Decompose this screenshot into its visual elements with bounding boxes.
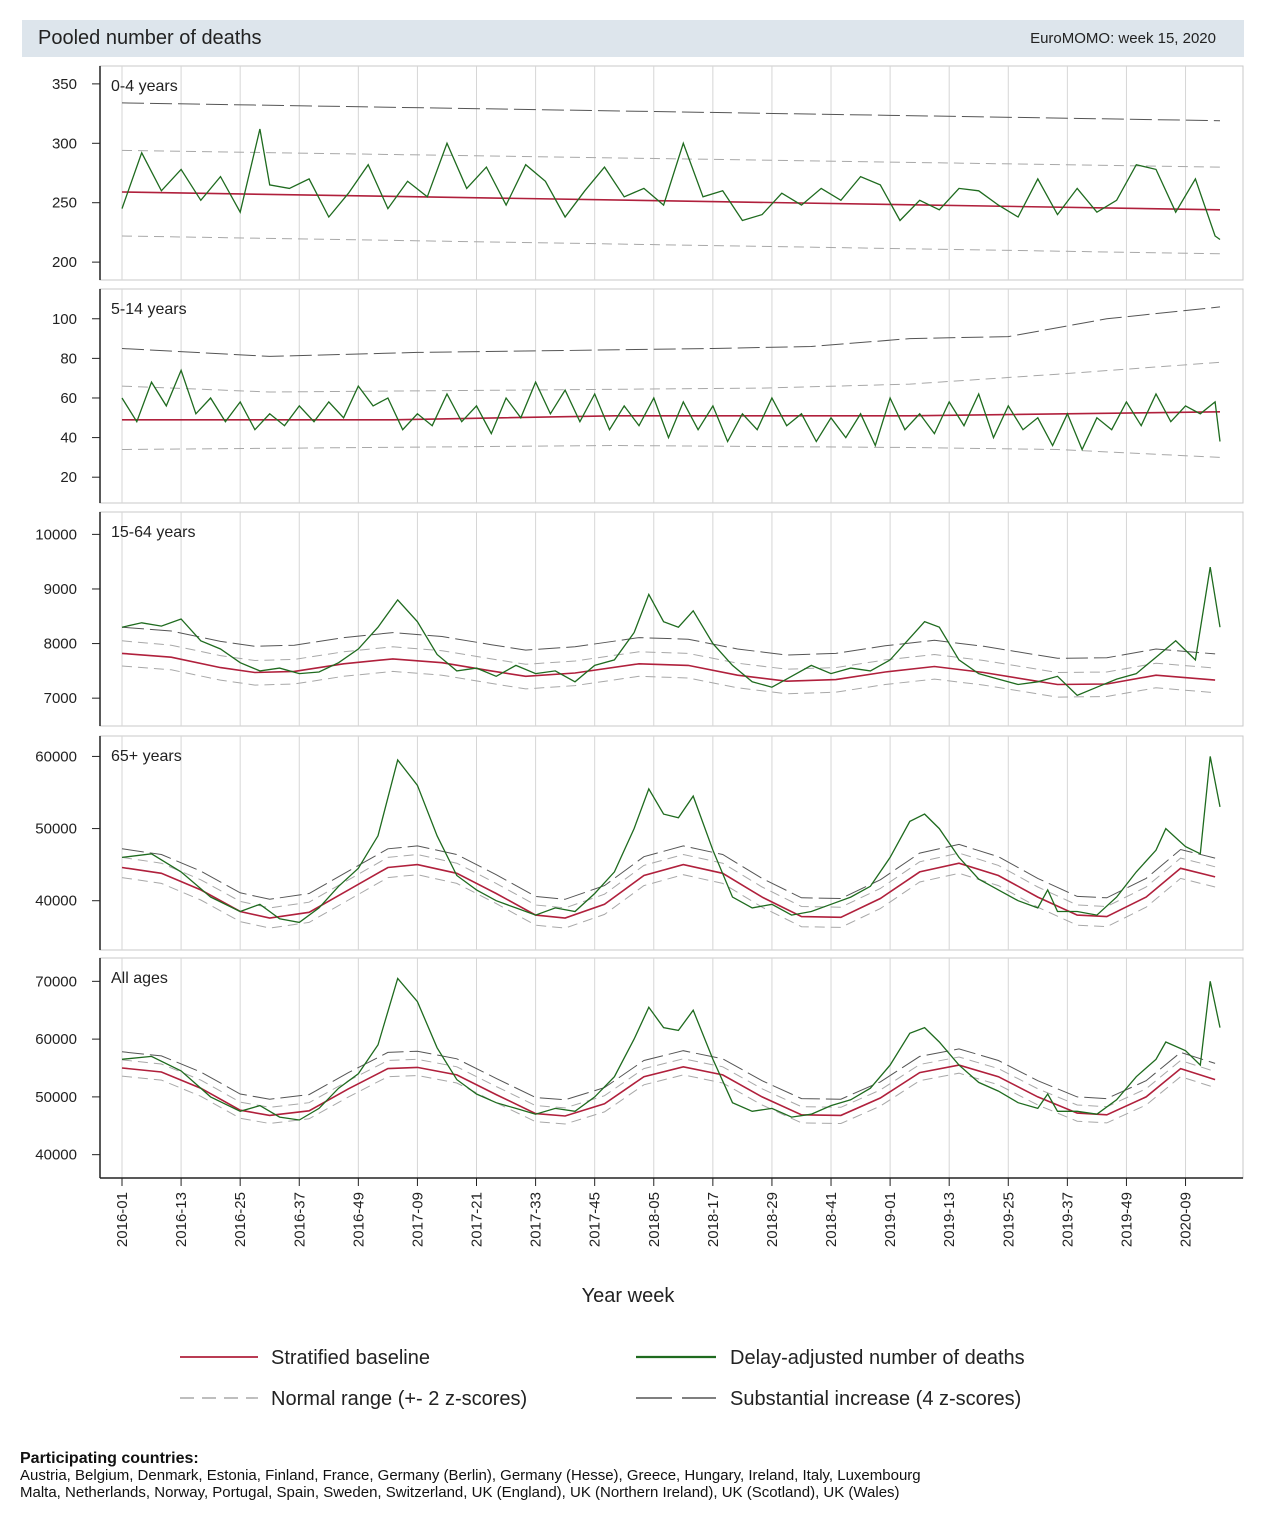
deaths-line bbox=[121, 566, 1221, 697]
normal-lower-line bbox=[121, 1072, 1216, 1125]
substantial-line bbox=[121, 626, 1216, 659]
panel-3: 7000 8000 9000 10000 15-64 years bbox=[35, 511, 1244, 727]
x-tick-label: 2018-17 bbox=[705, 1192, 722, 1247]
y-tick-label: 20 bbox=[60, 469, 77, 486]
panel-label: 65+ years bbox=[111, 748, 182, 765]
y-tick-label: 350 bbox=[52, 76, 77, 93]
chart-title: Pooled number of deaths bbox=[38, 27, 262, 49]
panel-frame bbox=[99, 65, 1244, 281]
x-tick-label: 2016-49 bbox=[350, 1192, 367, 1247]
panel-label: 0-4 years bbox=[111, 78, 178, 95]
deaths-line bbox=[121, 756, 1221, 924]
y-tick-label: 40 bbox=[60, 430, 77, 447]
y-tick-label: 40000 bbox=[35, 893, 77, 910]
panel-label: 5-14 years bbox=[111, 301, 187, 318]
source-label: EuroMOMO: week 15, 2020 bbox=[1030, 30, 1216, 47]
y-tick-label: 300 bbox=[52, 135, 77, 152]
x-tick-label: 2017-45 bbox=[587, 1192, 604, 1247]
x-tick-label: 2019-25 bbox=[1000, 1192, 1017, 1247]
panel-5: 40000 50000 60000 70000 All ages bbox=[35, 957, 1244, 1179]
normal-upper-line bbox=[121, 640, 1216, 674]
y-tick-label: 50000 bbox=[35, 821, 77, 838]
y-tick-label: 250 bbox=[52, 195, 77, 212]
panel-label: All ages bbox=[111, 970, 168, 987]
panel-frame bbox=[99, 288, 1244, 504]
x-tick-label: 2016-25 bbox=[232, 1192, 249, 1247]
baseline-line bbox=[121, 652, 1216, 686]
panel-1: 200 250 300 350 0-4 years bbox=[52, 65, 1244, 281]
legend: Stratified baseline Delay-adjusted number… bbox=[180, 1347, 1025, 1410]
x-tick-label: 2017-33 bbox=[528, 1192, 545, 1247]
panel-frame bbox=[99, 957, 1244, 1179]
panel-label: 15-64 years bbox=[111, 524, 196, 541]
x-tick-label: 2019-49 bbox=[1118, 1192, 1135, 1247]
x-tick-label: 2018-05 bbox=[646, 1192, 663, 1247]
normal-upper-line bbox=[121, 149, 1221, 168]
baseline-line bbox=[121, 862, 1216, 919]
normal-upper-line bbox=[121, 361, 1221, 393]
chart-header: Pooled number of deaths EuroMOMO: week 1… bbox=[22, 20, 1244, 57]
y-tick-label: 100 bbox=[52, 311, 77, 328]
x-tick-label: 2016-01 bbox=[114, 1192, 131, 1247]
substantial-line bbox=[121, 102, 1221, 122]
y-tick-label: 60000 bbox=[35, 1031, 77, 1048]
deaths-line bbox=[121, 368, 1221, 452]
x-tick-label: 2019-37 bbox=[1059, 1192, 1076, 1247]
normal-lower-line bbox=[121, 235, 1221, 255]
baseline-line bbox=[121, 191, 1221, 211]
y-tick-label: 60 bbox=[60, 390, 77, 407]
y-tick-label: 10000 bbox=[35, 526, 77, 543]
y-tick-label: 9000 bbox=[44, 581, 77, 598]
deaths-line bbox=[121, 977, 1221, 1121]
normal-lower-line bbox=[121, 665, 1216, 698]
legend-normal-label: Normal range (+- 2 z-scores) bbox=[271, 1388, 527, 1410]
deaths-line bbox=[121, 128, 1221, 241]
countries-line-2: Malta, Netherlands, Norway, Portugal, Sp… bbox=[20, 1484, 900, 1501]
y-tick-label: 8000 bbox=[44, 636, 77, 653]
participating-countries: Participating countries: Austria, Belgiu… bbox=[20, 1450, 1250, 1501]
panel-frame bbox=[99, 511, 1244, 727]
y-tick-label: 40000 bbox=[35, 1147, 77, 1164]
normal-lower-line bbox=[121, 444, 1221, 458]
y-tick-label: 60000 bbox=[35, 748, 77, 765]
y-tick-label: 80 bbox=[60, 350, 77, 367]
y-tick-label: 200 bbox=[52, 254, 77, 271]
x-tick-label: 2019-01 bbox=[882, 1192, 899, 1247]
y-tick-label: 50000 bbox=[35, 1089, 77, 1106]
substantial-line bbox=[121, 843, 1216, 900]
x-tick-label: 2016-37 bbox=[291, 1192, 308, 1247]
countries-line-1: Austria, Belgium, Denmark, Estonia, Finl… bbox=[20, 1467, 921, 1484]
x-tick-label: 2018-29 bbox=[764, 1192, 781, 1247]
normal-upper-line bbox=[121, 1056, 1216, 1109]
substantial-line bbox=[121, 1048, 1216, 1101]
legend-substantial-label: Substantial increase (4 z-scores) bbox=[730, 1388, 1021, 1410]
panel-4: 40000 50000 60000 65+ years bbox=[35, 735, 1244, 951]
legend-baseline-label: Stratified baseline bbox=[271, 1347, 430, 1369]
x-tick-label: 2017-09 bbox=[409, 1192, 426, 1247]
y-tick-label: 70000 bbox=[35, 973, 77, 990]
countries-heading: Participating countries: bbox=[20, 1450, 199, 1467]
substantial-line bbox=[121, 306, 1221, 357]
x-tick-label: 2020-09 bbox=[1178, 1192, 1195, 1247]
x-tick-label: 2016-13 bbox=[173, 1192, 190, 1247]
y-tick-label: 7000 bbox=[44, 690, 77, 707]
x-tick-label: 2019-13 bbox=[941, 1192, 958, 1247]
panel-2: 20 40 60 80 100 5-14 years bbox=[52, 288, 1244, 504]
x-tick-label: 2018-41 bbox=[823, 1192, 840, 1247]
legend-deaths-label: Delay-adjusted number of deaths bbox=[730, 1347, 1025, 1369]
x-axis-title: Year week bbox=[582, 1285, 676, 1307]
x-tick-label: 2017-21 bbox=[469, 1192, 486, 1247]
